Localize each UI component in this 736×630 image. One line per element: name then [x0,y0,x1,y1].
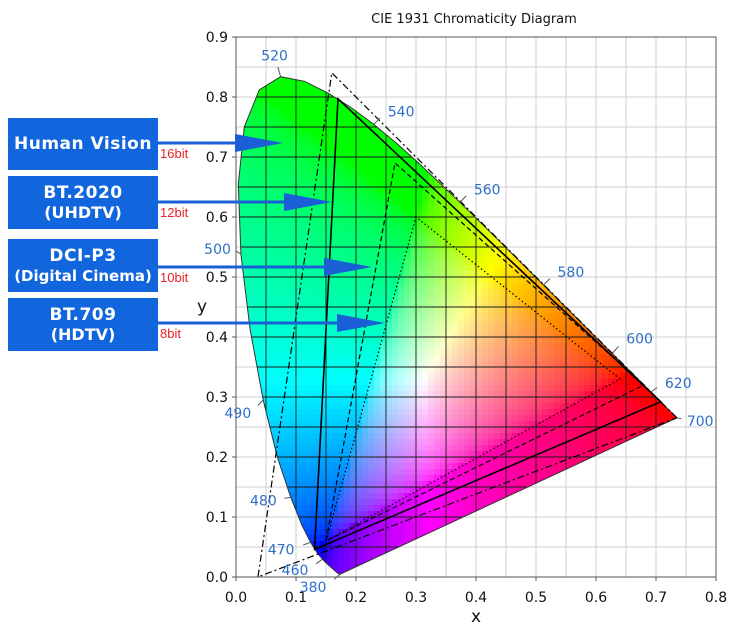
wavelength-tick [676,417,682,420]
callout-line2: (HDTV) [50,325,116,345]
wavelength-label-470: 470 [268,542,295,558]
wavelength-label-700: 700 [687,414,714,430]
callout-line1: Human Vision [14,133,152,154]
wavelength-tick [277,66,282,77]
wavelength-tick [650,387,658,393]
wavelength-tick [236,250,242,255]
x-tick-label: 0.7 [645,590,667,606]
arrow-bt2020 [158,193,332,211]
y-tick-label: 0.1 [206,510,228,526]
wavelength-label-600: 600 [626,332,653,348]
y-tick-label: 0.0 [206,570,228,586]
callout-line1: BT.709 [49,304,117,325]
wavelength-tick [543,278,551,286]
x-tick-label: 0.3 [405,590,427,606]
callout-line2: (UHDTV) [44,203,122,223]
wavelength-tick [257,399,264,406]
x-tick-label: 0.6 [585,590,607,606]
x-tick-label: 0.0 [225,590,247,606]
wavelength-tick [459,195,467,203]
callout-line2: (Digital Cinema) [14,266,152,285]
bit-depth-10: 10bit [160,270,189,285]
y-axis-label: y [197,297,207,317]
arrow-human-vision [158,134,283,152]
wavelength-label-560: 560 [474,182,501,198]
callout-line1: BT.2020 [43,182,123,203]
triangle-bt709 [325,215,622,543]
wavelength-label-480: 480 [250,493,277,509]
callout-bt709: BT.709 (HDTV) [8,298,158,351]
arrow-dci-p3 [158,258,372,276]
wavelength-label-540: 540 [388,104,415,120]
y-tick-label: 0.6 [206,210,228,226]
wavelength-label-380: 380 [300,580,327,596]
axis-ticks: 0.0 0.1 0.2 0.3 0.4 0.5 0.6 0.7 0.8 0.0 0.1 0.2 0.3 0… [206,30,727,606]
wavelength-tick [333,573,341,580]
y-tick-label: 0.8 [206,90,228,106]
y-tick-label: 0.2 [206,450,228,466]
arrow-bt709 [158,314,385,332]
wavelength-tick [611,345,619,354]
callout-dci-p3: DCI-P3 (Digital Cinema) [8,239,158,292]
bit-depth-8: 8bit [160,326,181,341]
triangle-human-vision [257,71,678,578]
x-tick-label: 0.2 [345,590,367,606]
wavelength-label-580: 580 [558,265,585,281]
y-tick-label: 0.9 [206,30,228,46]
wavelength-label-460: 460 [282,563,309,579]
y-tick-label: 0.4 [206,330,228,346]
y-tick-label: 0.7 [206,150,228,166]
wavelength-label-490: 490 [225,406,252,422]
wavelength-tick [303,541,311,546]
x-tick-label: 0.1 [285,590,307,606]
callout-human-vision: Human Vision [8,118,158,170]
callout-arrows [158,134,385,332]
bit-depth-12: 12bit [160,205,189,220]
y-tick-label: 0.5 [206,270,228,286]
chart-title: CIE 1931 Chromaticity Diagram [371,12,577,27]
spectral-locus [237,76,678,575]
x-axis-label: x [471,607,481,627]
wavelength-label-620: 620 [665,376,692,392]
y-tick-label: 0.3 [206,390,228,406]
wavelength-tick [315,558,323,565]
x-tick-label: 0.4 [465,590,487,606]
callout-line1: DCI-P3 [49,246,117,267]
bit-depth-16: 16bit [160,146,189,161]
wavelength-tick [284,496,291,499]
wavelength-tick [373,117,381,125]
wavelength-label-500: 500 [204,242,231,258]
x-tick-label: 0.5 [525,590,547,606]
callout-bt2020: BT.2020 (UHDTV) [8,176,158,229]
x-tick-label: 0.8 [705,590,727,606]
wavelength-label-520: 520 [261,49,288,65]
